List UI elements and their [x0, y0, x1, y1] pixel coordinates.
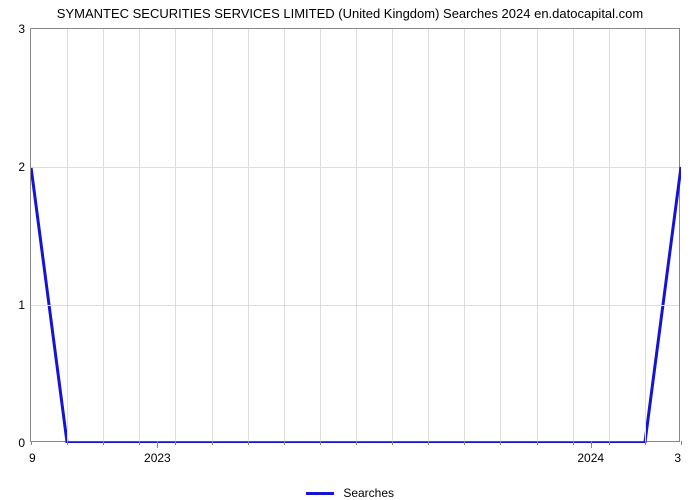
grid-line-v: [573, 29, 574, 441]
grid-line-v: [609, 29, 610, 441]
grid-line-v: [356, 29, 357, 441]
grid-line-v: [645, 29, 646, 441]
x-tick-minor: [320, 441, 321, 445]
searches-chart: SYMANTEC SECURITIES SERVICES LIMITED (Un…: [0, 0, 700, 500]
grid-line-v: [537, 29, 538, 441]
y-tick-label: 3: [18, 22, 31, 36]
x-tick-minor: [609, 441, 610, 445]
grid-line-v: [500, 29, 501, 441]
x-tick-minor: [31, 441, 32, 445]
x-tick-minor: [573, 441, 574, 445]
x-tick-minor: [67, 441, 68, 445]
legend-label: Searches: [343, 486, 394, 500]
x-tick-minor: [356, 441, 357, 445]
x-tick-minor: [428, 441, 429, 445]
grid-line-v: [428, 29, 429, 441]
grid-line-h: [31, 305, 679, 306]
y-tick-label: 0: [18, 436, 31, 450]
x-corner-left: 9: [29, 451, 36, 465]
x-corner-right: 3: [674, 451, 681, 465]
grid-line-v: [103, 29, 104, 441]
x-tick-label: 2024: [577, 441, 604, 465]
y-tick-label: 2: [18, 160, 31, 174]
x-tick-minor: [681, 441, 682, 445]
grid-line-v: [392, 29, 393, 441]
grid-line-h: [31, 167, 679, 168]
x-tick-minor: [392, 441, 393, 445]
x-tick-minor: [139, 441, 140, 445]
grid-line-v: [248, 29, 249, 441]
x-tick-minor: [103, 441, 104, 445]
grid-line-v: [139, 29, 140, 441]
x-tick-minor: [248, 441, 249, 445]
x-tick-minor: [500, 441, 501, 445]
x-tick-label: 2023: [144, 441, 171, 465]
x-tick-minor: [645, 441, 646, 445]
grid-line-v: [67, 29, 68, 441]
grid-line-v: [212, 29, 213, 441]
x-tick-minor: [537, 441, 538, 445]
x-tick-minor: [212, 441, 213, 445]
chart-title: SYMANTEC SECURITIES SERVICES LIMITED (Un…: [0, 6, 700, 21]
legend: Searches: [0, 486, 700, 500]
x-tick-minor: [284, 441, 285, 445]
plot-area: 01232023202493: [30, 28, 680, 442]
x-tick-minor: [175, 441, 176, 445]
grid-line-v: [464, 29, 465, 441]
y-tick-label: 1: [18, 298, 31, 312]
grid-line-v: [175, 29, 176, 441]
grid-line-v: [284, 29, 285, 441]
x-tick-minor: [464, 441, 465, 445]
legend-swatch: [306, 492, 334, 495]
grid-line-v: [320, 29, 321, 441]
